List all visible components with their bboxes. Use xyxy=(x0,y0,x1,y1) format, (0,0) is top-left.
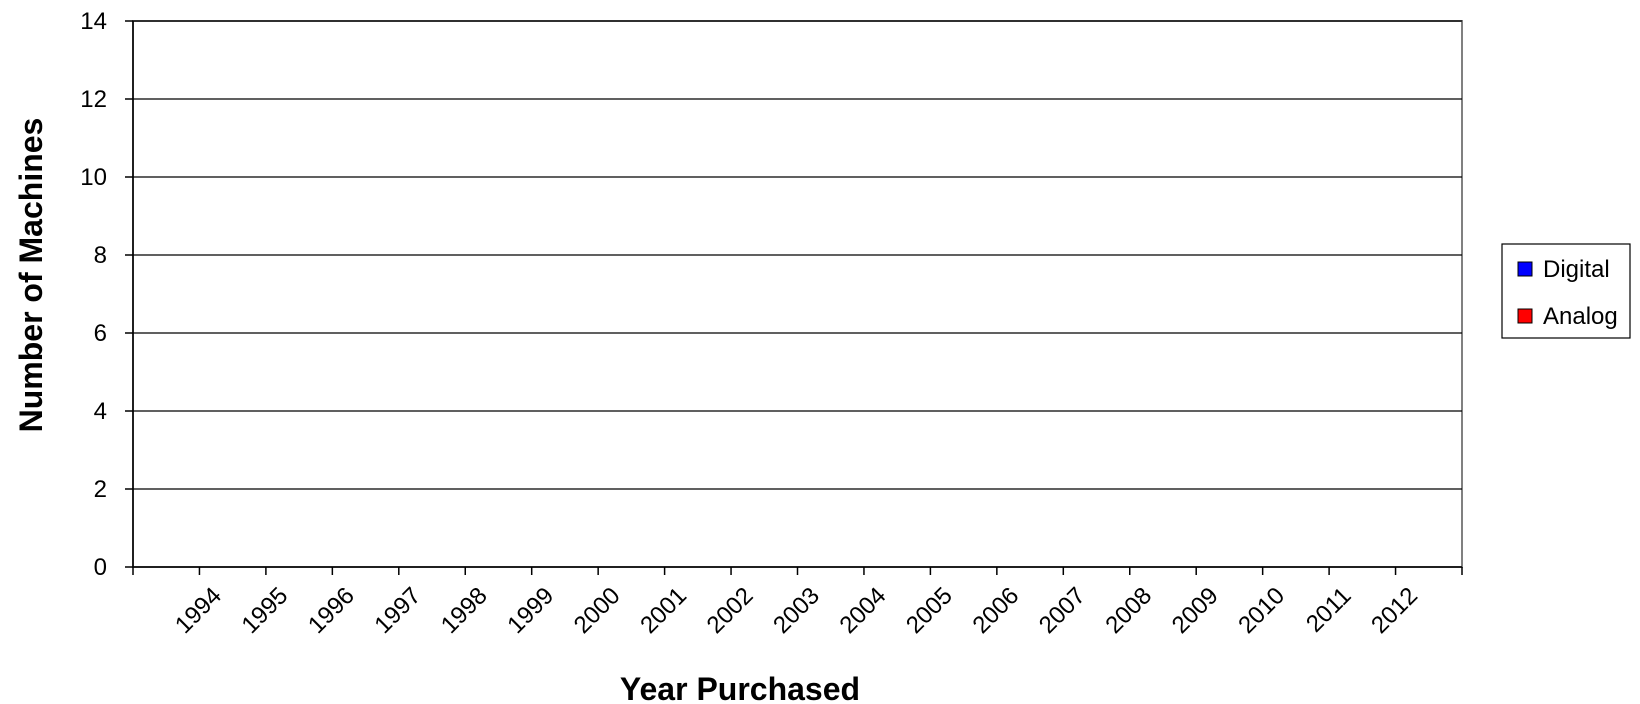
y-tick-label: 4 xyxy=(94,398,107,425)
plot-area xyxy=(132,20,1463,568)
x-tick-label: 2004 xyxy=(835,582,892,639)
y-tick-label: 0 xyxy=(94,554,107,581)
x-tick-label: 2010 xyxy=(1233,582,1290,639)
x-tick-label: 1998 xyxy=(436,582,493,639)
x-tick-label: 2005 xyxy=(901,582,958,639)
x-tick-label: 2001 xyxy=(635,582,692,639)
legend-swatch-analog xyxy=(1517,308,1533,324)
x-tick-label: 2006 xyxy=(967,582,1024,639)
x-tick-label: 1997 xyxy=(369,582,426,639)
y-axis-title: Number of Machines xyxy=(13,118,49,433)
y-tick-label: 8 xyxy=(94,242,107,269)
legend-label-analog: Analog xyxy=(1543,303,1618,330)
x-tick-label: 2007 xyxy=(1034,582,1091,639)
x-axis-title: Year Purchased xyxy=(620,671,860,704)
x-tick-label: 2000 xyxy=(569,582,626,639)
x-tick-label: 2009 xyxy=(1167,582,1224,639)
y-tick-label: 2 xyxy=(94,476,107,503)
plot-border xyxy=(132,20,1463,568)
x-tick-label: 1996 xyxy=(303,582,360,639)
x-axis-ticks: 1994 1995 1996 1997 1998 1999 2000 2001 2002 2003… xyxy=(132,567,1463,639)
x-tick-label: 1994 xyxy=(170,582,227,639)
x-tick-label: 1995 xyxy=(237,582,294,639)
y-tick-label: 12 xyxy=(80,86,107,113)
y-tick-label: 10 xyxy=(80,164,107,191)
x-tick-label: 2011 xyxy=(1301,582,1357,638)
x-tick-label: 1999 xyxy=(502,582,559,639)
x-tick-label: 2002 xyxy=(702,582,759,639)
legend: Digital Analog xyxy=(1501,243,1631,339)
legend-swatch-digital xyxy=(1517,261,1533,277)
y-tick-label: 14 xyxy=(80,8,107,35)
gridlines xyxy=(133,20,1462,490)
x-tick-label: 2012 xyxy=(1366,582,1423,639)
x-tick-label: 2008 xyxy=(1100,582,1157,639)
y-axis-ticks: 0 2 4 6 8 10 12 14 xyxy=(80,8,133,581)
x-tick-label: 2003 xyxy=(768,582,825,639)
y-tick-label: 6 xyxy=(94,320,107,347)
legend-label-digital: Digital xyxy=(1543,256,1610,283)
